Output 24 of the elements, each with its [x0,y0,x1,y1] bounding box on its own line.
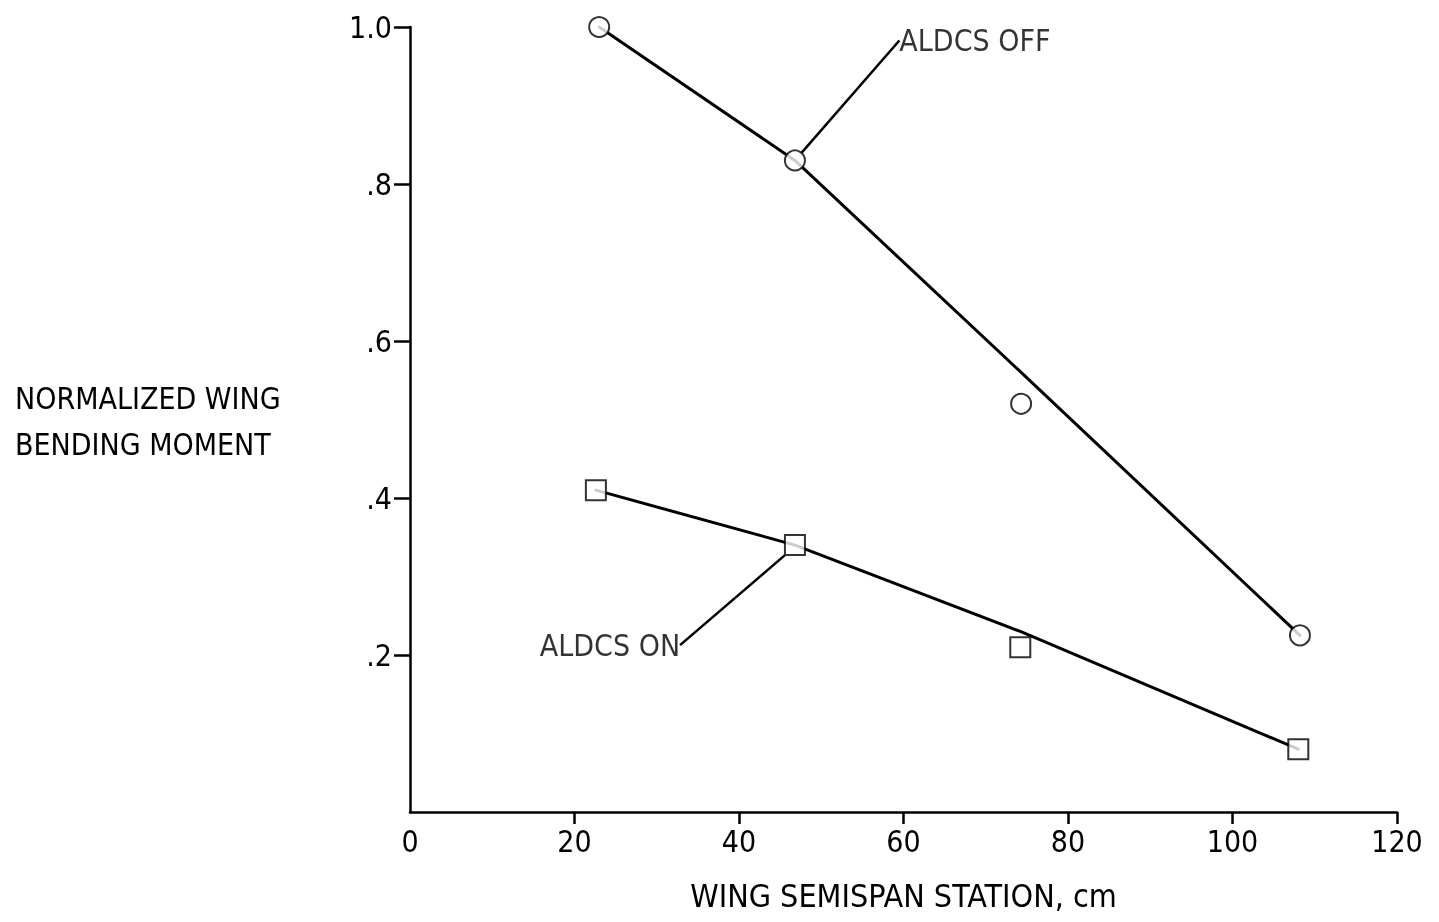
y-tick-label: .4 [366,480,392,516]
x-tick-label: 40 [721,823,757,859]
x-tick-label: 100 [1206,823,1259,859]
point [588,16,611,38]
text: ALDCS ON [539,627,681,663]
point [1288,624,1311,647]
x-axis-title: WING SEMISPAN STATION, cm [690,877,1117,915]
point [584,479,607,502]
y-axis-title: NORMALIZED WING BENDING MOMENT [15,380,290,462]
x-tick-label: 0 [401,823,419,859]
text: ALDCS OFF [899,22,1051,58]
x-tick-label: 80 [1050,823,1086,859]
point [1010,392,1033,415]
x-tick-label: 120 [1371,823,1423,859]
y-tick-label: .2 [366,637,392,673]
point [1287,738,1310,761]
x-tick-label: 20 [557,823,592,859]
y-tick-label: .8 [366,166,392,202]
y-tick-label: .6 [366,323,392,359]
point [783,534,806,557]
y-tick-label: 1.0 [349,9,392,45]
point [783,149,806,172]
point [1009,636,1032,659]
x-tick-label: 60 [886,823,921,859]
